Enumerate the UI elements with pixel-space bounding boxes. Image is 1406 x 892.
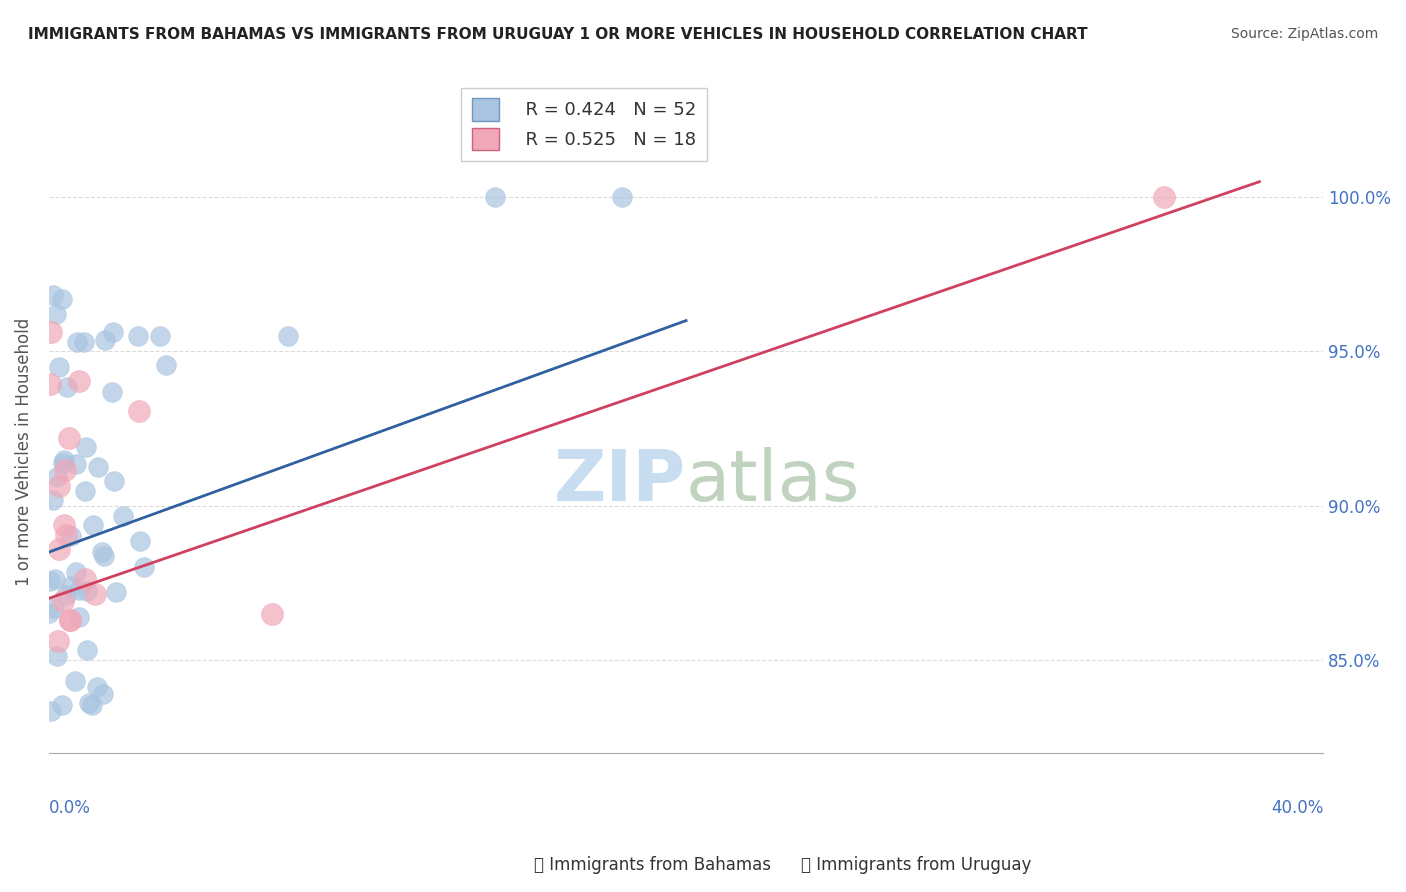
Point	[52, 453, 75, 467]
Point	[65, 674, 87, 689]
Point	[38, 606, 60, 620]
Point	[155, 358, 177, 372]
Text: 40.0%: 40.0%	[1271, 799, 1323, 817]
Point	[42, 601, 65, 615]
Point	[76, 643, 98, 657]
Point	[39, 325, 62, 339]
Point	[149, 329, 172, 343]
Point	[134, 560, 156, 574]
Point	[128, 403, 150, 417]
Point	[86, 681, 108, 695]
Point	[55, 588, 77, 602]
Point	[112, 509, 135, 524]
Point	[41, 492, 63, 507]
Point	[260, 607, 283, 621]
Point	[66, 335, 89, 350]
Point	[59, 614, 82, 628]
Point	[67, 582, 90, 597]
Point	[55, 528, 77, 542]
Point	[277, 329, 299, 343]
Point	[87, 459, 110, 474]
Point	[39, 704, 62, 718]
Point	[103, 474, 125, 488]
Point	[65, 565, 87, 579]
Text: atlas: atlas	[686, 447, 860, 516]
Point	[51, 292, 73, 306]
Point	[48, 479, 70, 493]
Point	[65, 457, 87, 471]
Point	[1153, 190, 1175, 204]
Point	[52, 457, 75, 471]
Point	[82, 517, 104, 532]
Point	[58, 432, 80, 446]
Point	[76, 583, 98, 598]
Point	[60, 529, 83, 543]
Point	[100, 384, 122, 399]
Point	[67, 610, 90, 624]
Point	[51, 698, 73, 712]
Point	[484, 190, 506, 204]
Point	[77, 696, 100, 710]
Point	[93, 549, 115, 563]
Point	[48, 359, 70, 374]
Point	[52, 594, 75, 608]
Point	[127, 329, 149, 343]
Text: ⬜ Immigrants from Uruguay: ⬜ Immigrants from Uruguay	[801, 856, 1032, 874]
Legend:   R = 0.424   N = 52,   R = 0.525   N = 18: R = 0.424 N = 52, R = 0.525 N = 18	[461, 87, 707, 161]
Point	[48, 542, 70, 557]
Point	[44, 572, 66, 586]
Point	[46, 634, 69, 648]
Point	[129, 534, 152, 549]
Point	[46, 649, 69, 664]
Point	[38, 377, 60, 392]
Text: ⬜ Immigrants from Bahamas: ⬜ Immigrants from Bahamas	[534, 856, 772, 874]
Point	[46, 470, 69, 484]
Point	[38, 574, 60, 589]
Point	[80, 698, 103, 712]
Point	[75, 483, 97, 498]
Point	[45, 307, 67, 321]
Point	[91, 687, 114, 701]
Point	[53, 463, 76, 477]
Point	[612, 190, 634, 204]
Text: 0.0%: 0.0%	[49, 799, 91, 817]
Point	[94, 333, 117, 347]
Point	[58, 613, 80, 627]
Point	[90, 545, 112, 559]
Point	[52, 517, 75, 532]
Point	[73, 334, 96, 349]
Point	[75, 440, 97, 454]
Point	[56, 380, 79, 394]
Point	[67, 375, 90, 389]
Point	[59, 579, 82, 593]
Point	[75, 572, 97, 586]
Point	[105, 584, 128, 599]
Text: ZIP: ZIP	[554, 447, 686, 516]
Point	[101, 325, 124, 339]
Text: Source: ZipAtlas.com: Source: ZipAtlas.com	[1230, 27, 1378, 41]
Point	[41, 288, 63, 302]
Point	[84, 587, 107, 601]
Y-axis label: 1 or more Vehicles in Household: 1 or more Vehicles in Household	[15, 318, 32, 586]
Text: IMMIGRANTS FROM BAHAMAS VS IMMIGRANTS FROM URUGUAY 1 OR MORE VEHICLES IN HOUSEHO: IMMIGRANTS FROM BAHAMAS VS IMMIGRANTS FR…	[28, 27, 1088, 42]
